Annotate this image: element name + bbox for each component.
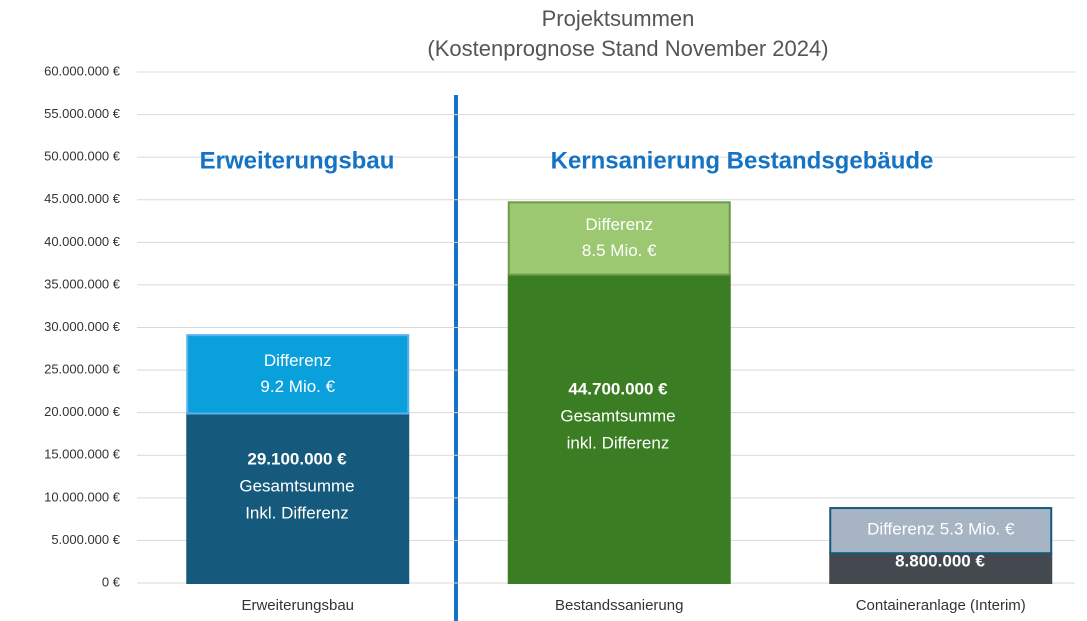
segment-name: Differenz: [585, 215, 653, 234]
y-tick-label: 45.000.000 €: [44, 191, 121, 206]
segment-name: Differenz: [264, 351, 332, 370]
chart-title: Projektsummen: [542, 6, 695, 31]
total-label: Gesamtsumme: [239, 476, 354, 495]
y-tick-label: 55.000.000 €: [44, 106, 121, 121]
x-tick-label: Containeranlage (Interim): [856, 597, 1026, 614]
y-tick-label: 35.000.000 €: [44, 276, 121, 291]
y-tick-label: 40.000.000 €: [44, 234, 121, 249]
x-tick-label: Bestandssanierung: [555, 597, 683, 614]
total-label: Inkl. Differenz: [245, 503, 349, 522]
total-label: Gesamtsumme: [560, 406, 675, 425]
y-tick-label: 50.000.000 €: [44, 149, 121, 164]
y-tick-label: 25.000.000 €: [44, 362, 121, 377]
value-label: Differenz 5.3 Mio. €: [867, 520, 1015, 539]
total-label: 29.100.000 €: [247, 449, 347, 468]
x-tick-label: Erweiterungsbau: [241, 597, 354, 614]
y-tick-label: 20.000.000 €: [44, 404, 121, 419]
chart-subtitle: (Kostenprognose Stand November 2024): [427, 36, 828, 61]
y-tick-label: 15.000.000 €: [44, 447, 121, 462]
total-label: inkl. Differenz: [567, 433, 670, 452]
bar-segment: [829, 552, 1053, 584]
bar-segment: [186, 334, 410, 415]
bar-segment: [829, 507, 1053, 555]
value-label: 9.2 Mio. €: [260, 377, 335, 396]
section-heading: Erweiterungsbau: [200, 147, 395, 174]
segment-name: Differenz: [867, 520, 935, 539]
total-label: 44.700.000 €: [568, 379, 668, 398]
segment-value: 5.3 Mio. €: [940, 520, 1015, 539]
total-label: 8.800.000 €: [895, 551, 985, 570]
bar-segment: [186, 412, 410, 585]
y-tick-label: 0 €: [102, 574, 121, 589]
section-heading: Kernsanierung Bestandsgebäude: [551, 147, 934, 174]
bar-segment: [507, 201, 731, 276]
bar-segment: [507, 273, 731, 584]
y-tick-label: 60.000.000 €: [44, 63, 121, 78]
value-label: 8.5 Mio. €: [582, 241, 657, 260]
y-tick-label: 5.000.000 €: [51, 532, 120, 547]
y-tick-label: 10.000.000 €: [44, 489, 121, 504]
y-tick-label: 30.000.000 €: [44, 319, 121, 334]
